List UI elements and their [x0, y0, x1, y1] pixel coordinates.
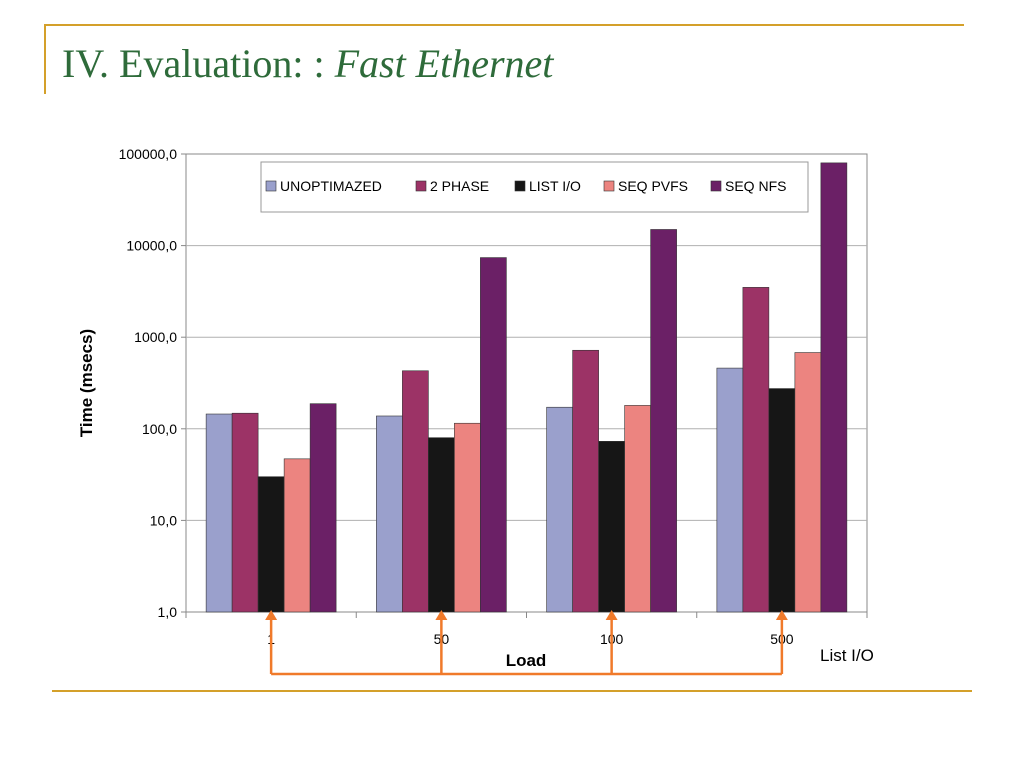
bar — [794, 352, 822, 613]
legend-label: LIST I/O — [529, 178, 581, 194]
y-tick-label: 100,0 — [142, 421, 177, 437]
legend-swatch — [603, 180, 615, 192]
bar — [205, 413, 233, 613]
bar — [598, 441, 625, 613]
y-tick-label: 1,0 — [158, 604, 178, 620]
bar — [309, 403, 337, 613]
bar — [283, 458, 311, 613]
arrow-head — [605, 610, 618, 620]
bars — [205, 162, 848, 613]
bar — [742, 287, 770, 613]
bar — [402, 370, 429, 613]
bar — [820, 162, 848, 613]
accent-bottom-line — [52, 690, 972, 692]
y-axis-ticks: 1,0 10,0 100,0 1000,0 10000,0 100000,0 — [119, 146, 186, 620]
title-plain: IV. Evaluation: : — [62, 41, 335, 86]
y-tick-label: 10000,0 — [126, 238, 177, 254]
bar — [454, 422, 481, 613]
bar — [257, 476, 285, 613]
list-io-arrows — [265, 610, 788, 676]
bar — [716, 367, 744, 613]
y-axis-label: Time (msecs) — [77, 329, 96, 437]
bar — [624, 405, 651, 613]
y-tick-label: 100000,0 — [119, 146, 178, 162]
accent-vertical-line — [44, 24, 46, 94]
legend: UNOPTIMAZED 2 PHASE LIST I/O SEQ PVFS SEQ NF… — [260, 161, 809, 213]
legend-swatch — [710, 180, 722, 192]
bar — [480, 257, 507, 613]
plot-area — [185, 153, 868, 613]
slide-title: IV. Evaluation: : Fast Ethernet — [62, 40, 553, 87]
bar — [546, 406, 573, 613]
legend-label: SEQ PVFS — [618, 178, 688, 194]
arrow-head — [265, 610, 278, 620]
y-tick-label: 1000,0 — [134, 329, 177, 345]
bar — [231, 412, 259, 613]
y-tick-label: 10,0 — [150, 512, 177, 528]
bar — [376, 415, 403, 613]
legend-label: SEQ NFS — [725, 178, 786, 194]
legend-label: UNOPTIMAZED — [280, 178, 382, 194]
legend-label: 2 PHASE — [430, 178, 489, 194]
arrow-head — [435, 610, 448, 620]
bar — [650, 229, 677, 613]
legend-swatch — [415, 180, 427, 192]
legend-swatch — [265, 180, 277, 192]
bar — [428, 437, 455, 613]
accent-top-line — [44, 24, 964, 26]
x-axis-label: Load — [506, 651, 547, 670]
list-io-label: List I/O — [820, 646, 874, 665]
legend-swatch — [514, 180, 526, 192]
bar — [768, 388, 796, 613]
bar — [572, 349, 599, 613]
x-axis-ticks: 150100500 — [185, 612, 868, 647]
title-italic: Fast Ethernet — [334, 41, 554, 86]
arrow-head — [775, 610, 788, 620]
